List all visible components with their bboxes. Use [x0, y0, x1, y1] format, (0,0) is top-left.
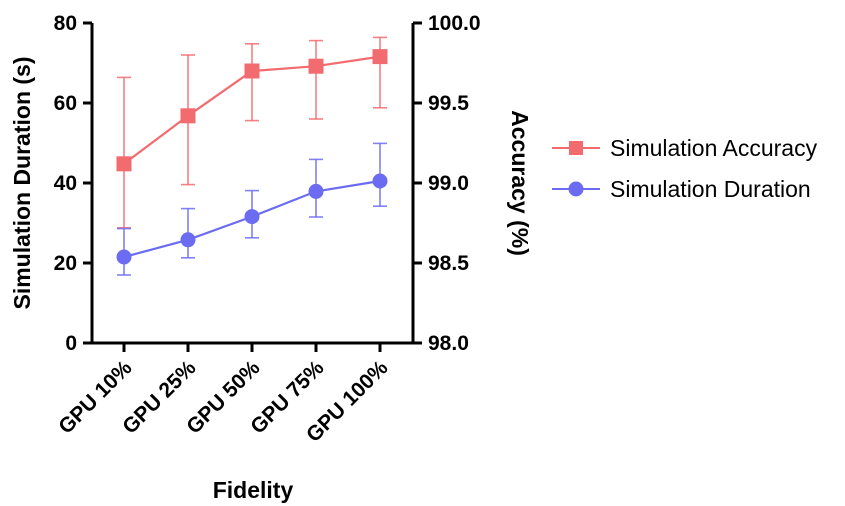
legend-accuracy-marker: [569, 141, 583, 155]
data-point: [308, 183, 324, 199]
left-y-axis-title: Simulation Duration (s): [9, 57, 35, 310]
left-y-ticks: 0 20 40 60 80: [54, 12, 92, 355]
series-accuracy: [116, 36, 388, 229]
left-y-tick-label: 20: [54, 252, 77, 275]
series-duration: [116, 142, 388, 276]
error-bar: [309, 39, 323, 120]
data-point: [308, 58, 324, 74]
right-y-tick-label: 99.0: [428, 172, 469, 195]
data-point: [372, 173, 388, 189]
legend-duration-label: Simulation Duration: [610, 176, 811, 202]
data-point: [116, 156, 132, 172]
left-y-tick-label: 40: [54, 172, 77, 195]
right-y-tick-label: 98.5: [428, 252, 469, 275]
error-bar: [245, 42, 259, 122]
x-axis-title: Fidelity: [213, 477, 294, 503]
data-point: [244, 63, 260, 79]
right-y-axis-title: Accuracy (%): [507, 110, 533, 256]
left-y-tick-label: 60: [54, 92, 77, 115]
data-point: [180, 232, 196, 248]
left-y-tick-label: 80: [54, 12, 77, 35]
data-point: [372, 49, 388, 65]
legend-accuracy-label: Simulation Accuracy: [610, 135, 818, 161]
x-ticks: GPU 10%GPU 25%GPU 50%GPU 75%GPU 100%: [54, 343, 393, 447]
series-layer: [116, 36, 388, 276]
right-y-tick-label: 98.0: [428, 332, 469, 355]
right-y-ticks: 98.0 98.5 99.0 99.5 100.0: [413, 12, 481, 355]
right-y-tick-label: 100.0: [428, 12, 481, 35]
error-bar: [373, 36, 387, 109]
legend: Simulation Accuracy Simulation Duration: [552, 135, 818, 202]
left-y-tick-label: 0: [65, 332, 77, 355]
right-y-tick-label: 99.5: [428, 92, 469, 115]
data-point: [180, 108, 196, 124]
legend-duration-marker: [568, 181, 584, 197]
data-point: [244, 209, 260, 225]
error-bar: [117, 76, 131, 229]
data-point: [116, 249, 132, 265]
